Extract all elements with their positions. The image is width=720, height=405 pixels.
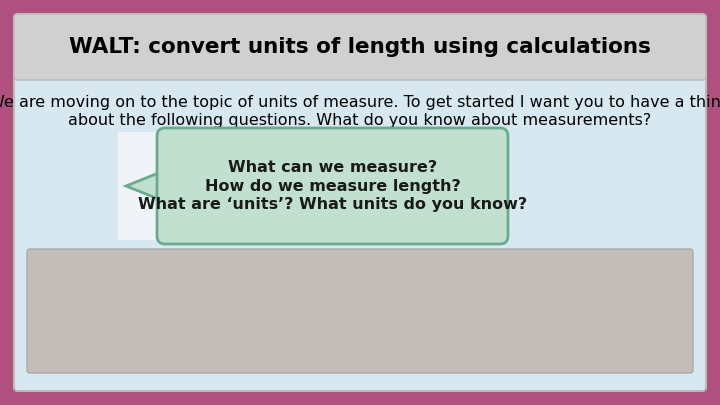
Polygon shape: [172, 168, 179, 204]
Text: What are ‘units’? What units do you know?: What are ‘units’? What units do you know…: [138, 198, 527, 213]
Polygon shape: [126, 168, 171, 204]
Text: about the following questions. What do you know about measurements?: about the following questions. What do y…: [68, 113, 652, 128]
Text: What can we measure?: What can we measure?: [228, 160, 437, 175]
Text: How do we measure length?: How do we measure length?: [204, 179, 460, 194]
FancyBboxPatch shape: [118, 132, 508, 240]
Text: We are moving on to the topic of units of measure. To get started I want you to : We are moving on to the topic of units o…: [0, 95, 720, 110]
FancyBboxPatch shape: [27, 249, 693, 373]
Text: WALT: convert units of length using calculations: WALT: convert units of length using calc…: [69, 37, 651, 57]
FancyBboxPatch shape: [14, 14, 706, 80]
FancyBboxPatch shape: [14, 14, 706, 391]
FancyBboxPatch shape: [157, 128, 508, 244]
